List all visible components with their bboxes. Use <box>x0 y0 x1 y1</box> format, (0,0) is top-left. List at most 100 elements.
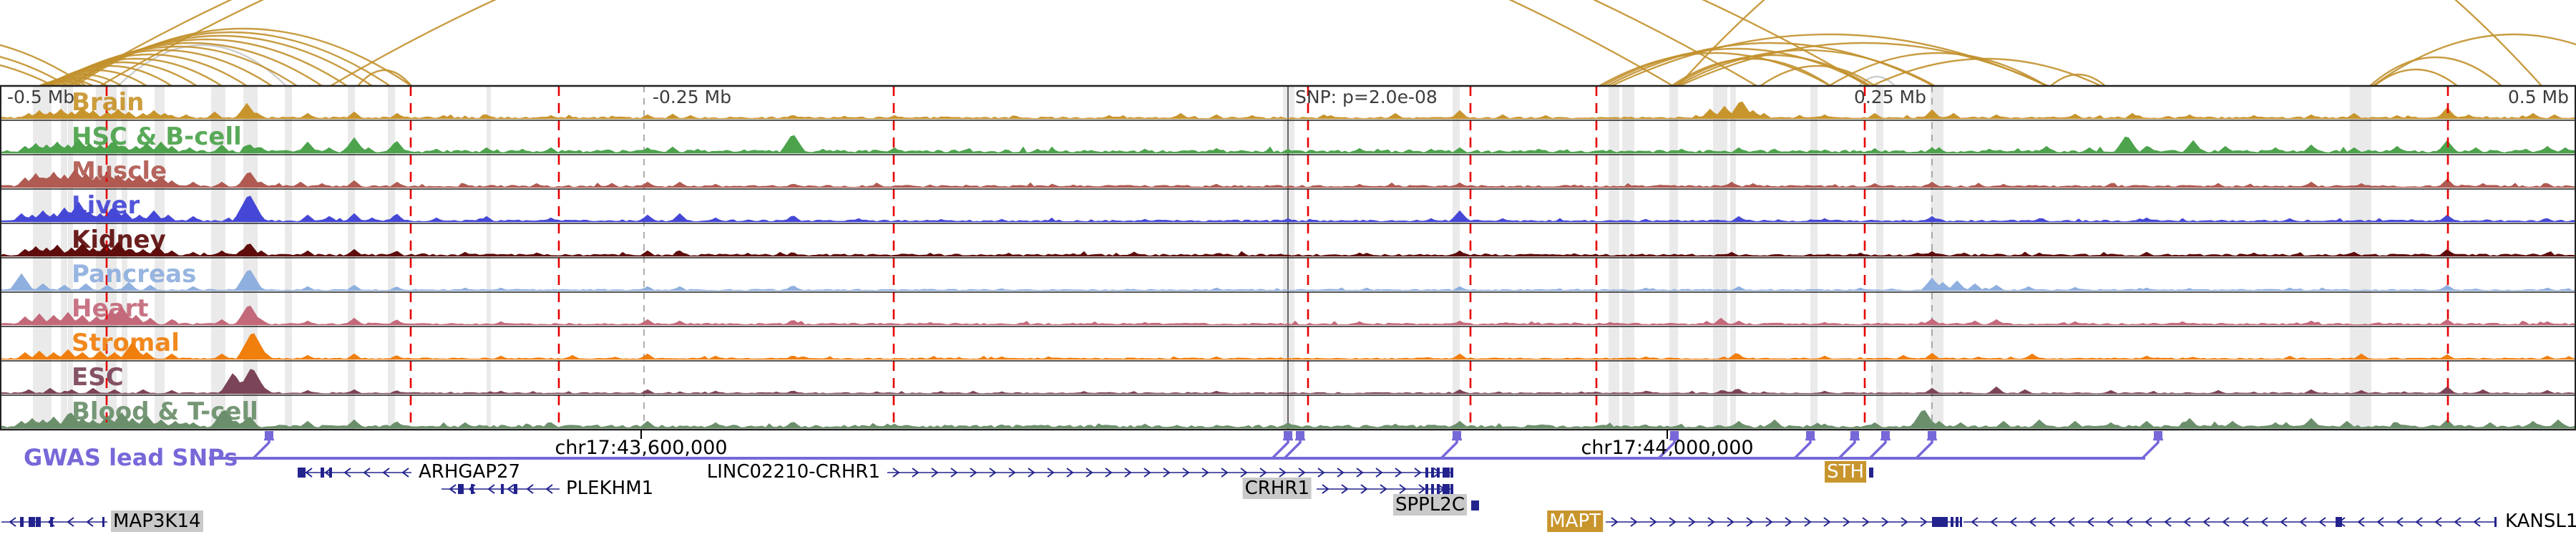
gwas-snp-connector <box>1915 440 1933 460</box>
gene-exon[interactable] <box>1443 468 1450 478</box>
gene-label-sppl2c: SPPL2C <box>1392 494 1467 516</box>
strand-arrow <box>363 468 371 478</box>
strand-arrow <box>2299 517 2307 527</box>
strand-arrow <box>2067 517 2075 527</box>
gene-exon[interactable] <box>1951 517 1953 527</box>
gwas-snp-connector <box>1838 440 1856 460</box>
gene-exon[interactable] <box>298 468 306 478</box>
strand-arrow <box>1322 484 1330 494</box>
gene-exon[interactable] <box>50 517 53 527</box>
strand-arrow <box>1008 468 1016 478</box>
gwas-lead-snps-label: GWAS lead SNPs <box>24 444 238 471</box>
gene-exon[interactable] <box>1431 484 1434 494</box>
interaction-arc <box>2050 73 2106 87</box>
interaction-arc <box>60 42 323 87</box>
track-label-liver: Liver <box>72 191 140 220</box>
gwas-snp-marker[interactable] <box>1881 431 1890 440</box>
strand-arrow <box>1380 484 1387 494</box>
strand-arrow <box>2318 517 2326 527</box>
gene-exon[interactable] <box>1443 484 1450 494</box>
strand-arrow <box>1862 517 1870 527</box>
gene-exon[interactable] <box>2336 517 2342 527</box>
strand-arrow <box>1221 468 1229 478</box>
gwas-snp-connector <box>1657 440 1676 460</box>
signal-track-pancreas <box>0 269 2576 291</box>
interaction-arc <box>57 45 298 87</box>
gene-exon[interactable] <box>1425 484 1428 494</box>
strand-arrow <box>1163 468 1171 478</box>
gwas-snp-marker[interactable] <box>1453 431 1461 440</box>
gwas-snp-marker[interactable] <box>265 431 273 440</box>
gene-exon[interactable] <box>501 484 504 494</box>
gene-exon[interactable] <box>1956 517 1958 527</box>
gene-exon[interactable] <box>29 517 35 527</box>
strand-arrow <box>1990 517 1998 527</box>
gwas-snp-connector <box>1271 440 1289 460</box>
strand-arrow <box>1843 517 1850 527</box>
chr-coordinate-43600000: chr17:43,600,000 <box>555 437 728 459</box>
interaction-arc <box>99 0 1757 87</box>
gene-label-kansl1: KANSL1 <box>2505 511 2576 532</box>
strand-arrow <box>1395 468 1402 478</box>
gwas-snp-connector <box>2141 440 2160 460</box>
gwas-snp-marker[interactable] <box>1850 431 1859 440</box>
gwas-snp-marker[interactable] <box>1928 431 1936 440</box>
strand-arrow <box>1688 517 1696 527</box>
gwas-snp-marker[interactable] <box>2154 431 2162 440</box>
strand-arrow <box>507 484 514 494</box>
gene-exon[interactable] <box>102 517 104 527</box>
gene-exon[interactable] <box>1471 500 1479 511</box>
gene-label-arhgap27: ARHGAP27 <box>419 461 521 483</box>
gene-exon[interactable] <box>1425 468 1428 478</box>
strand-arrow <box>2376 517 2384 527</box>
gene-exon[interactable] <box>514 484 517 494</box>
gene-exon[interactable] <box>1437 484 1440 494</box>
strand-arrow <box>1337 468 1345 478</box>
strand-arrow <box>2183 517 2191 527</box>
gene-exon[interactable] <box>1431 468 1434 478</box>
gene-exon[interactable] <box>36 517 41 527</box>
strand-arrow <box>1746 517 1754 527</box>
gwas-snp-marker[interactable] <box>1806 431 1815 440</box>
gene-exon[interactable] <box>471 484 474 494</box>
strand-arrow <box>892 468 900 478</box>
interaction-arc <box>2369 56 2502 87</box>
strand-arrow <box>1399 484 1407 494</box>
strand-arrow <box>1124 468 1132 478</box>
strand-arrow <box>1047 468 1055 478</box>
gene-exon[interactable] <box>1437 468 1440 478</box>
gene-exon[interactable] <box>1450 468 1453 478</box>
gene-exon[interactable] <box>20 517 24 527</box>
strand-arrow <box>2473 517 2481 527</box>
gene-label-sth: STH <box>1825 461 1866 483</box>
strand-arrow <box>86 517 94 527</box>
gene-label-crhr1: CRHR1 <box>1242 478 1312 499</box>
gwas-snp-marker[interactable] <box>1296 431 1304 440</box>
strand-arrow <box>1240 468 1248 478</box>
gene-exon[interactable] <box>329 468 332 478</box>
signal-track-brain <box>0 101 2576 120</box>
track-label-kidney: Kidney <box>72 226 166 254</box>
interaction-arc <box>1679 42 2049 87</box>
interaction-arc <box>1673 54 1871 87</box>
gene-exon[interactable] <box>1869 468 1873 478</box>
gene-exon[interactable] <box>458 484 464 494</box>
gene-exon[interactable] <box>2494 517 2497 527</box>
gene-exon[interactable] <box>1960 517 1962 527</box>
gwas-snp-marker[interactable] <box>1670 431 1679 440</box>
gwas-snp-marker[interactable] <box>1284 431 1292 440</box>
track-label-stromal: Stromal <box>72 329 180 357</box>
track-label-hsc-bcell: HSC & B-cell <box>72 122 242 151</box>
strand-arrow <box>2106 517 2114 527</box>
strand-arrow <box>989 468 997 478</box>
gene-exon[interactable] <box>321 468 324 478</box>
strand-arrow <box>67 517 74 527</box>
interaction-arc <box>1760 64 1875 87</box>
strand-arrow <box>1785 517 1792 527</box>
axis-label-minus025: -0.25 Mb <box>653 87 732 107</box>
gene-exon[interactable] <box>1932 517 1948 527</box>
gene-exon[interactable] <box>1450 484 1453 494</box>
strand-arrow <box>1804 517 1812 527</box>
strand-arrow <box>2260 517 2268 527</box>
strand-arrow <box>1105 468 1113 478</box>
